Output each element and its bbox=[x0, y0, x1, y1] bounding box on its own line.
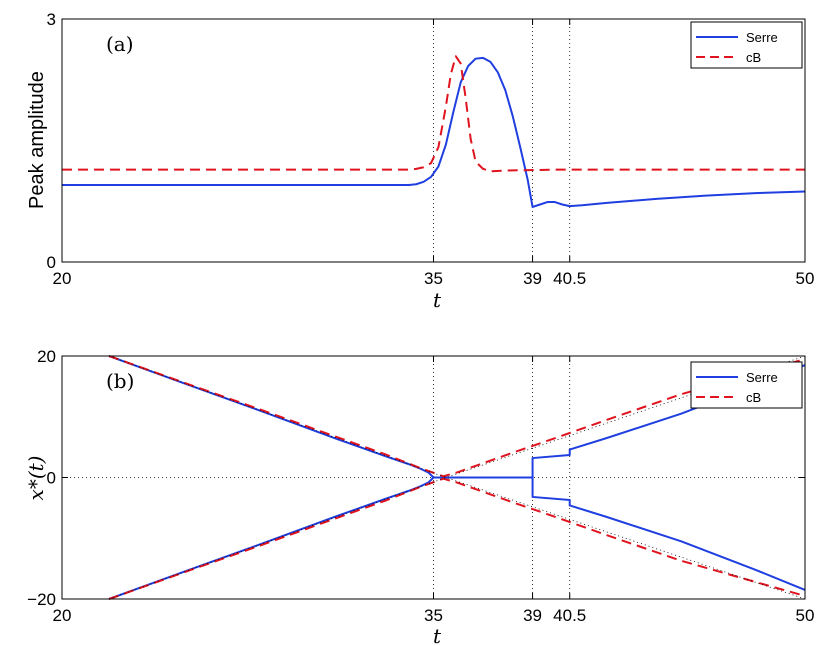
panel-b: 20 35 39 40.5 50 −20 0 20 (b) t x*(t) Serre cB bbox=[24, 347, 814, 646]
x-tick-label: 40.5 bbox=[553, 606, 586, 625]
y-tick-label: 3 bbox=[47, 10, 56, 29]
x-tick-label: 40.5 bbox=[553, 269, 586, 288]
legend-box-a bbox=[690, 21, 803, 69]
y-axis-label-b: x*(t) bbox=[24, 456, 48, 501]
legend-a: Serre cB bbox=[690, 21, 803, 69]
y-tick-label: 20 bbox=[37, 347, 56, 366]
x-axis-label-b: t bbox=[433, 624, 442, 646]
x-tick-label: 35 bbox=[424, 269, 443, 288]
y-tick-label: −20 bbox=[27, 590, 56, 609]
panel-label-b: (b) bbox=[106, 369, 134, 393]
legend-label-serre: Serre bbox=[746, 30, 778, 45]
series-serre-line bbox=[62, 56, 806, 208]
legend-label-cb: cB bbox=[746, 50, 761, 65]
series-serre-line bbox=[108, 476, 806, 600]
x-tick-label: 35 bbox=[424, 606, 443, 625]
x-tick-label: 20 bbox=[53, 606, 72, 625]
x-tick-label: 50 bbox=[796, 269, 815, 288]
x-tick-label: 39 bbox=[523, 269, 542, 288]
y-axis-label-a: Peak amplitude bbox=[26, 71, 48, 209]
series-cb-line bbox=[108, 477, 806, 600]
x-axis-label-a: t bbox=[433, 288, 442, 312]
legend-box-b bbox=[690, 361, 803, 409]
legend-label-cb: cB bbox=[746, 390, 761, 405]
x-tick-label: 39 bbox=[523, 606, 542, 625]
x-tick-label: 20 bbox=[53, 269, 72, 288]
y-tick-label: 0 bbox=[47, 469, 56, 488]
legend-label-serre: Serre bbox=[746, 370, 778, 385]
y-tick-label: 0 bbox=[47, 253, 56, 272]
x-tick-label: 50 bbox=[796, 606, 815, 625]
series-cb-line bbox=[62, 55, 805, 173]
panel-label-a: (a) bbox=[106, 32, 134, 56]
legend-b: Serre cB bbox=[690, 361, 803, 409]
panel-a: 20 35 39 40.5 50 0 3 (a) t Peak amplitude Serr… bbox=[26, 10, 814, 312]
series-cb-line bbox=[108, 355, 806, 478]
